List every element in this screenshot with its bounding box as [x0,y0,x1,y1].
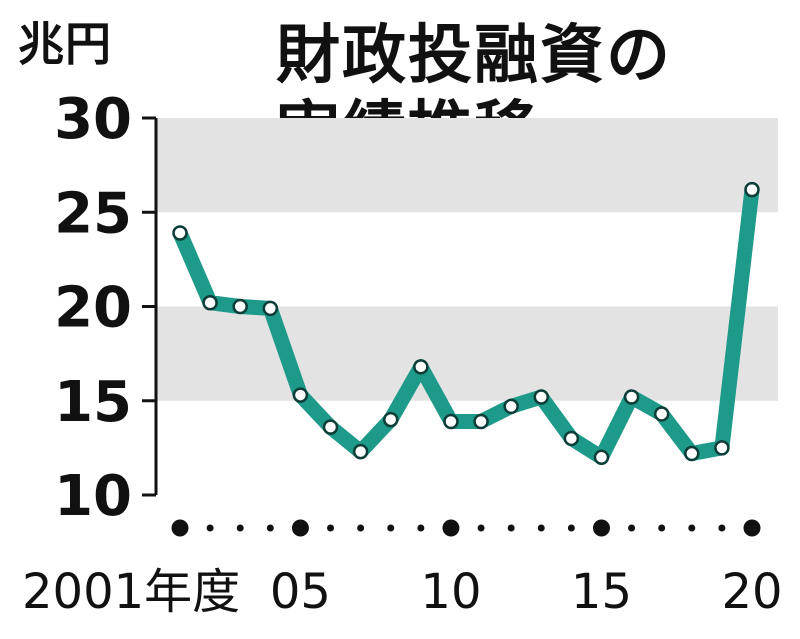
data-point-2014 [563,430,580,447]
x-minor-dot-2013 [537,524,545,532]
x-minor-dot-2003 [236,524,244,532]
data-point-2009 [413,359,429,375]
data-point-2011 [473,413,489,430]
y-tick-label-10: 10 [54,464,132,529]
x-tick-label-2020: 20 [721,564,782,620]
shaded-band-0 [156,306,778,401]
x-major-dot-2020 [743,519,761,537]
data-point-2003 [232,298,248,315]
data-point-markers [172,181,760,466]
x-minor-dot-2017 [658,524,666,532]
y-tick-labels: 10 15 20 25 30 [54,87,132,529]
data-point-2018 [684,445,700,462]
x-minor-dot-2012 [507,524,515,532]
x-minor-dot-2018 [688,524,696,532]
data-point-2010 [443,413,459,430]
x-axis-dot-row [171,519,761,537]
x-minor-dot-2007 [357,524,365,532]
data-point-2007 [352,443,369,460]
x-tick-label-2010: 10 [420,564,481,620]
x-minor-dot-2002 [206,524,214,532]
data-point-2016 [623,389,640,405]
x-major-dot-2010 [442,519,460,537]
x-tick-label-2015: 15 [571,564,632,620]
y-tick-label-15: 15 [54,370,132,435]
data-point-2001 [172,225,188,241]
data-point-2015 [593,449,610,466]
x-minor-dot-2016 [628,524,636,532]
x-minor-dot-2014 [567,524,575,532]
x-major-dot-2015 [592,519,610,537]
data-point-2013 [533,389,550,405]
data-point-2012 [503,398,519,415]
x-tick-label-2001: 2001年度 [22,564,240,620]
data-point-2019 [714,440,730,456]
x-minor-dot-2009 [417,524,425,532]
shaded-band-1 [156,118,778,213]
x-major-dot-2005 [291,519,309,537]
data-point-2020 [744,181,760,198]
y-tick-label-20: 20 [54,276,132,341]
y-axis-unit-label: 兆円 [18,17,112,71]
data-point-2017 [653,406,670,422]
data-point-2004 [262,300,279,317]
shaded-bands [156,118,778,401]
y-tick-label-30: 30 [54,87,132,152]
chart-title-line-1: 財政投融資の [276,19,672,93]
x-minor-dot-2006 [327,524,335,532]
data-point-2002 [202,294,218,311]
data-point-2008 [382,411,399,428]
x-tick-labels: 2001年度 05 10 15 20 [22,564,783,620]
x-major-dot-2001 [171,519,189,537]
x-minor-dot-2008 [387,524,395,532]
x-tick-label-2005: 05 [270,564,331,620]
x-minor-dot-2019 [718,524,726,532]
y-axis [142,116,158,497]
x-minor-dot-2011 [477,524,485,532]
x-minor-dot-2004 [266,524,274,532]
data-point-2005 [292,387,309,403]
data-point-2006 [322,419,339,435]
y-tick-label-25: 25 [54,181,132,246]
